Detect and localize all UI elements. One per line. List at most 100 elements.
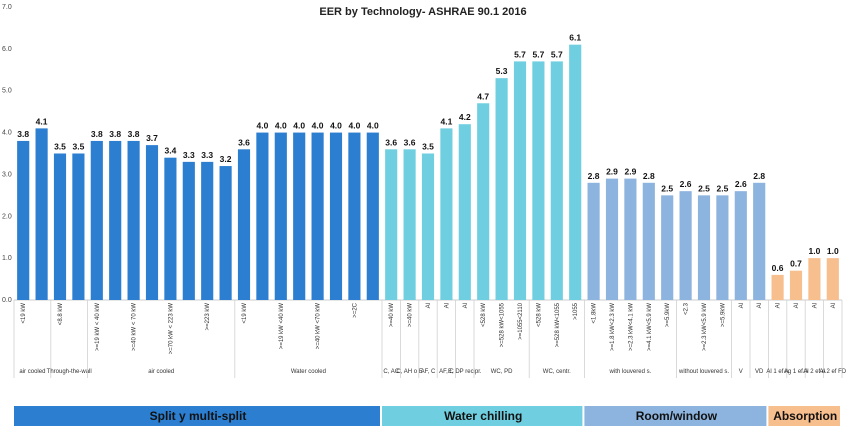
- data-label: 3.8: [109, 129, 121, 139]
- data-label: 4.0: [256, 121, 268, 131]
- data-label: 1.0: [808, 246, 820, 256]
- data-label: 3.6: [385, 137, 397, 147]
- category-label: >=40 kW < 70 kW: [132, 303, 138, 351]
- subgroup-label: Al 2 ef FD: [819, 369, 846, 375]
- group-band: [14, 406, 380, 426]
- subgroup-label: Ag 1 ef A: [784, 369, 808, 375]
- bar: [201, 161, 214, 300]
- category-label: >=1055<2110: [518, 302, 524, 339]
- group-band-label: Split y multi-split: [150, 409, 247, 423]
- bar: [642, 182, 655, 300]
- bars: [17, 44, 839, 301]
- bar: [311, 132, 324, 300]
- y-tick-label: 2.0: [2, 213, 12, 220]
- data-label: 4.0: [275, 121, 287, 131]
- y-tick-label: 5.0: [2, 88, 12, 95]
- category-labels: <19 kW <8.8 kW >=19 kW < 40 kW >=40 kW < 70…: [21, 302, 837, 354]
- data-label: 2.9: [606, 167, 618, 177]
- category-label: >=4.1 kW<5.9 kW: [647, 303, 653, 351]
- data-label: 4.2: [459, 112, 471, 122]
- data-label: 5.7: [532, 49, 544, 59]
- bar: [808, 258, 821, 300]
- data-label: 4.0: [312, 121, 324, 131]
- category-label: Al: [812, 303, 818, 308]
- data-label: 3.3: [183, 150, 195, 160]
- data-label: 3.5: [72, 142, 84, 152]
- data-label: 4.0: [330, 121, 342, 131]
- bar: [421, 153, 435, 300]
- category-label: >1055: [573, 302, 579, 320]
- data-label: 3.8: [91, 129, 103, 139]
- data-label: 4.1: [440, 116, 452, 126]
- data-label: 2.6: [680, 179, 692, 189]
- category-label: Al: [426, 303, 432, 308]
- group-band-label: Absorption: [773, 409, 837, 423]
- y-tick-label: 4.0: [2, 130, 12, 137]
- category-label: >=2C: [352, 302, 358, 317]
- y-tick-label: 0.0: [2, 297, 12, 304]
- bar: [274, 132, 287, 300]
- category-label: >=528 kW<1055: [555, 302, 561, 347]
- category-label: Al: [776, 303, 782, 308]
- bar: [532, 61, 545, 300]
- data-label: 3.5: [422, 142, 434, 152]
- bar: [127, 140, 140, 300]
- subgroup-label: V: [739, 369, 743, 375]
- bar: [477, 103, 490, 301]
- data-label: 2.8: [753, 171, 765, 181]
- bar: [329, 132, 343, 300]
- data-label: 2.5: [698, 183, 710, 193]
- category-label: >=1.8 kW<2.3 kW: [610, 303, 616, 351]
- category-label: >=2.3 kW<4.1 kW: [628, 303, 634, 351]
- category-label: <528 kW: [481, 303, 487, 327]
- bar: [403, 149, 416, 300]
- subgroup-label: without louvered s.: [678, 369, 729, 375]
- subgroup-label: WC, centr.: [543, 369, 571, 375]
- subgroup-label: AF, C: [421, 369, 436, 375]
- bar: [145, 145, 159, 300]
- bar: [826, 258, 839, 300]
- category-label: Al: [739, 303, 745, 308]
- y-tick-label: 7.0: [2, 4, 12, 11]
- subgroup-label: Through-the-wall: [47, 369, 92, 375]
- bar: [366, 132, 379, 300]
- bar: [716, 195, 729, 300]
- data-label: 2.6: [735, 179, 747, 189]
- data-label: 2.8: [643, 171, 655, 181]
- bar: [624, 178, 637, 300]
- data-label: 3.8: [128, 129, 140, 139]
- category-label: >=19 kW <40 kW: [279, 303, 285, 350]
- bar: [109, 140, 122, 300]
- group-band: [584, 406, 767, 426]
- bar: [605, 178, 619, 300]
- data-label: 3.5: [54, 142, 66, 152]
- bar: [661, 195, 674, 300]
- group-band: [382, 406, 583, 426]
- bar: [734, 191, 747, 300]
- bar: [550, 61, 563, 300]
- subgroup-label: C, AH o E: [396, 369, 422, 375]
- data-label: 2.8: [588, 171, 600, 181]
- data-label: 4.7: [477, 91, 489, 101]
- bar: [569, 44, 582, 300]
- data-label: 3.6: [404, 137, 416, 147]
- category-label: >=40 kW: [389, 303, 395, 327]
- category-label: <528 kW: [536, 303, 542, 327]
- subgroup-label: air cooled: [148, 369, 174, 375]
- subgroup-label: Water cooled: [291, 369, 326, 375]
- bar: [35, 128, 48, 300]
- subgroup-label: with louvered s.: [609, 369, 652, 375]
- subgroup-label: Al 2 ef A: [803, 369, 825, 375]
- category-label: >=528 kW<1055: [500, 302, 506, 347]
- data-label: 4.0: [348, 121, 360, 131]
- y-tick-label: 1.0: [2, 255, 12, 262]
- bar: [440, 128, 453, 300]
- category-label: >=19 kW < 40 kW: [95, 303, 101, 351]
- bar: [90, 140, 103, 300]
- bar: [256, 132, 269, 300]
- bar: [348, 132, 361, 300]
- subgroup-labels: air cooled Through-the-wall air cooled Wate…: [13, 300, 847, 378]
- data-label: 3.2: [220, 154, 232, 164]
- data-label: 2.9: [624, 167, 636, 177]
